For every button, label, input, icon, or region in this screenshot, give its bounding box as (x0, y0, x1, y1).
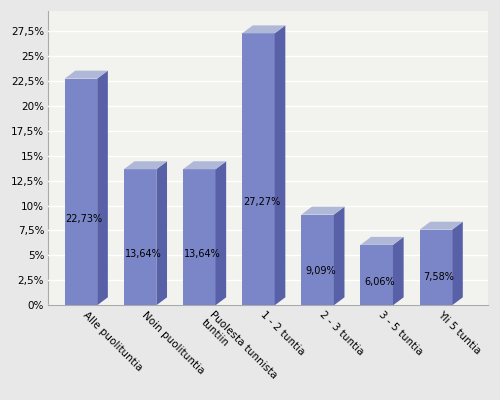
Polygon shape (124, 169, 156, 305)
Text: 13,64%: 13,64% (125, 248, 162, 258)
Text: 13,64%: 13,64% (184, 248, 221, 258)
Polygon shape (393, 237, 404, 305)
Polygon shape (334, 207, 344, 305)
Text: 9,09%: 9,09% (306, 266, 336, 276)
Polygon shape (216, 161, 226, 305)
Polygon shape (302, 215, 334, 305)
Text: 6,06%: 6,06% (364, 277, 395, 287)
Text: 7,58%: 7,58% (424, 272, 454, 282)
Polygon shape (64, 79, 97, 305)
Polygon shape (242, 25, 286, 33)
Text: 27,27%: 27,27% (243, 197, 280, 207)
Polygon shape (360, 245, 393, 305)
Polygon shape (360, 237, 404, 245)
Polygon shape (274, 25, 285, 305)
Polygon shape (97, 71, 108, 305)
Polygon shape (183, 169, 216, 305)
Text: 22,73%: 22,73% (66, 214, 102, 224)
Polygon shape (124, 161, 167, 169)
Polygon shape (64, 71, 108, 79)
Polygon shape (183, 161, 226, 169)
Polygon shape (420, 230, 452, 305)
Polygon shape (302, 207, 344, 215)
Polygon shape (242, 33, 274, 305)
Polygon shape (452, 222, 463, 305)
Polygon shape (156, 161, 167, 305)
Polygon shape (420, 222, 463, 230)
